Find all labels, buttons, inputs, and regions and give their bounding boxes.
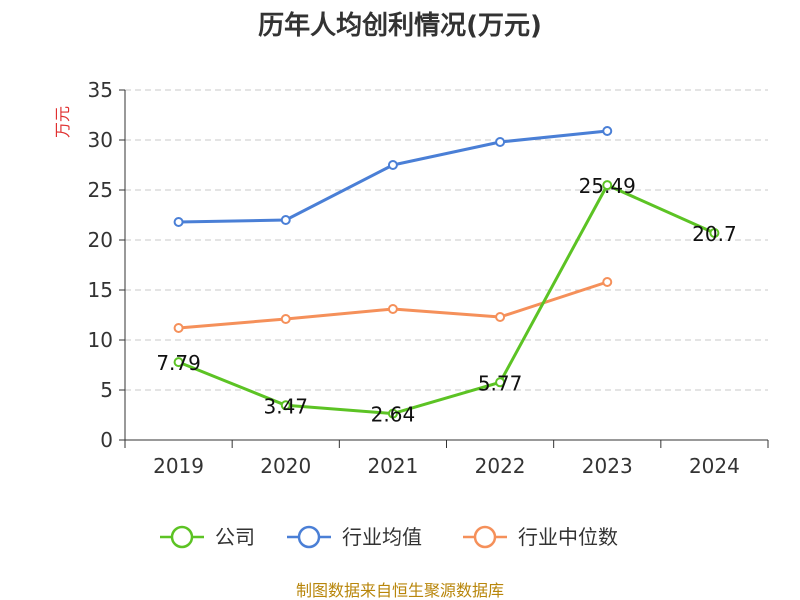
data-label: 20.7 xyxy=(692,222,737,246)
y-tick-label: 35 xyxy=(88,78,113,102)
x-tick-label: 2019 xyxy=(153,454,204,478)
data-point xyxy=(709,228,720,238)
x-tick-label: 2023 xyxy=(582,454,633,478)
axes: 0 5 10 15 20 25 30 35 2019 2020 2021 2022 2023 2024 xyxy=(88,78,769,478)
data-label: 25.49 xyxy=(579,174,636,198)
data-point xyxy=(173,357,184,368)
series-line-0 xyxy=(178,183,716,416)
data-point xyxy=(495,377,506,388)
data-label: 5.77 xyxy=(478,371,523,395)
data-point xyxy=(387,160,398,170)
data-point xyxy=(387,304,398,314)
data-labels: 7.79 3.47 2.64 5.77 25.49 20.7 xyxy=(156,174,736,427)
y-tick-label: 20 xyxy=(88,228,113,252)
series-layer xyxy=(173,126,720,419)
legend-label: 行业中位数 xyxy=(518,525,618,549)
data-point xyxy=(280,215,291,225)
y-tick-label: 0 xyxy=(100,428,113,452)
data-point xyxy=(173,323,184,333)
y-tick-label: 10 xyxy=(88,328,113,352)
y-axis-label: 万元 xyxy=(53,106,72,138)
data-point xyxy=(387,408,398,419)
legend: 公司 行业均值 行业中位数 xyxy=(160,525,618,549)
y-tick-label: 5 xyxy=(100,378,113,402)
legend-label: 公司 xyxy=(215,525,255,549)
data-point xyxy=(495,137,506,147)
chart-title: 历年人均创利情况(万元) xyxy=(258,10,542,41)
data-label: 7.79 xyxy=(156,351,201,375)
data-point xyxy=(495,312,506,322)
source-note: 制图数据来自恒生聚源数据库 xyxy=(296,581,504,600)
data-point xyxy=(280,400,291,411)
y-tick-label: 25 xyxy=(88,178,113,202)
legend-swatch-marker xyxy=(473,525,497,549)
data-point xyxy=(280,314,291,324)
data-point xyxy=(602,277,613,287)
legend-swatch-marker xyxy=(170,525,194,549)
legend-swatch-marker xyxy=(297,525,321,549)
data-point xyxy=(602,126,613,136)
legend-label: 行业均值 xyxy=(342,525,422,549)
x-tick-label: 2024 xyxy=(689,454,740,478)
x-tick-label: 2020 xyxy=(260,454,311,478)
y-tick-label: 30 xyxy=(88,128,113,152)
data-label: 3.47 xyxy=(263,394,308,418)
data-point xyxy=(173,217,184,227)
series-line-1 xyxy=(178,129,608,224)
grid-lines xyxy=(125,89,768,391)
data-label: 2.64 xyxy=(371,403,416,427)
x-tick-label: 2022 xyxy=(475,454,526,478)
x-tick-label: 2021 xyxy=(367,454,418,478)
y-tick-label: 15 xyxy=(88,278,113,302)
data-point xyxy=(602,180,613,191)
